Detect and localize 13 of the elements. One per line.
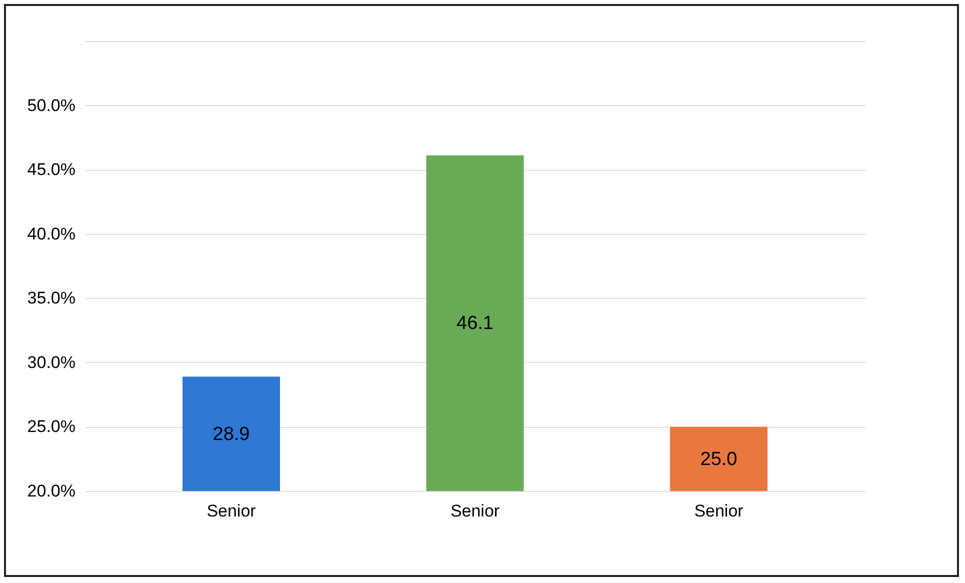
y-tick-label: 30.0% [27,352,76,372]
y-tick-label: 45.0% [27,160,76,180]
y-tick-label: 50.0% [27,96,76,115]
x-tick-label: Senior [694,502,744,520]
y-tick-label: 20.0% [27,482,76,500]
x-tick-label: Senior [450,502,500,520]
x-tick-label: Senior [206,502,256,520]
y-tick-label: 25.0% [27,417,76,436]
y-tick-label: 40.0% [27,224,76,244]
data-label: 46.1 [456,313,494,334]
data-label: 25.0 [700,448,738,470]
data-label: 28.9 [212,424,250,445]
y-tick-label: 35.0% [27,288,76,308]
